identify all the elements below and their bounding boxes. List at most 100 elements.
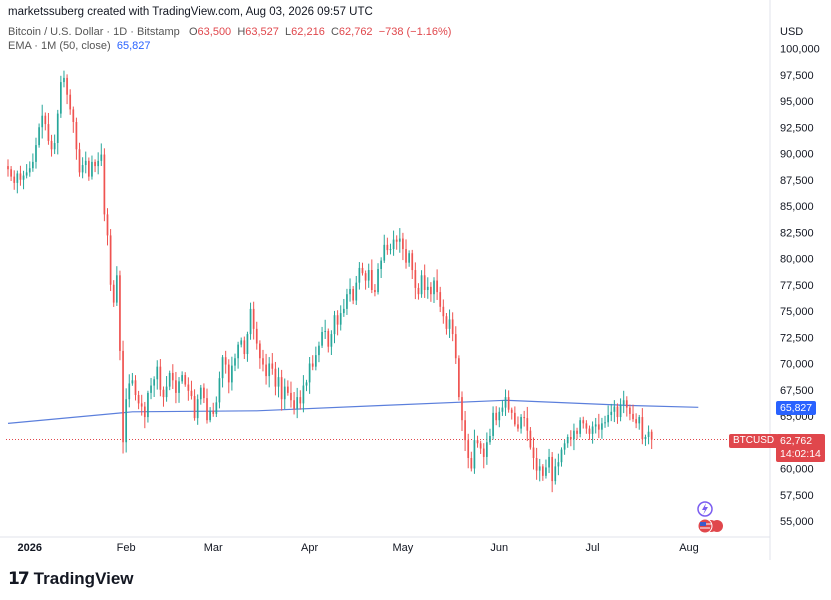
candle-body [573,430,575,440]
candle-body [448,319,451,329]
candle-body [619,404,622,418]
candle-body [613,406,616,412]
candle-body [647,431,650,437]
candle-body [604,422,606,424]
ema-legend: EMA · 1M (50, close) 65,827 [8,40,150,52]
candle-body [84,160,87,166]
candle-body [392,239,395,250]
price-tick-label: 72,500 [780,332,814,344]
candle-body [597,424,600,430]
candle-body [361,267,364,274]
candle-body [38,127,40,146]
last-price-value: 62,762 [780,435,813,447]
tradingview-logo[interactable]: 17 TradingView [8,568,134,590]
price-tick-label: 95,000 [780,96,814,108]
currency-label: USD [780,26,804,38]
candle-body [119,275,121,351]
time-tick-label: 2026 [18,542,42,554]
candle-body [548,456,550,468]
candle-body [650,431,653,440]
candle-body [305,382,308,386]
candle-body [143,406,146,418]
candle-body [454,334,457,359]
candle-body [162,389,165,398]
candle-body [563,443,566,450]
candle-body [175,380,177,393]
candle-body [318,345,320,356]
candle-body [153,379,156,386]
time-tick-label: Aug [679,542,699,554]
candle-body [227,364,230,383]
candle-body [66,77,68,95]
ohlc-high: H63,527 [237,26,279,38]
candle-body [591,426,594,434]
candle-body [607,414,609,423]
candle-body [137,395,140,404]
candle-body [56,113,59,143]
price-tick-label: 60,000 [780,464,814,476]
candle-body [140,403,143,407]
candle-body [405,249,407,263]
candle-body [358,267,361,283]
candle-body [417,287,420,295]
candle-body [221,357,224,379]
candle-body [311,363,314,367]
candle-body [32,161,34,169]
candle-body [635,419,637,424]
candle-body [330,334,333,347]
candle-body [342,308,345,314]
candle-body [218,378,221,403]
candle-body [526,418,529,431]
event-icons[interactable] [693,498,733,538]
price-tick-label: 70,000 [780,359,814,371]
candle-body [610,411,613,415]
candles [7,70,653,493]
candle-body [426,286,429,290]
candle-body [268,363,271,377]
candle-body [262,358,264,365]
time-tick-label: Feb [117,542,136,554]
candle-body [377,269,379,293]
candle-body [22,175,25,180]
candle-body [451,319,454,335]
candle-body [501,407,504,412]
candle-body [100,154,103,161]
candle-body [193,396,196,419]
candle-body [75,122,78,150]
candle-body [150,385,152,393]
candle-body [94,161,96,167]
candle-body [156,366,159,380]
candle-body [498,411,501,421]
candle-body [122,350,124,443]
candle-body [551,456,554,482]
us-flag-icon[interactable] [697,518,723,534]
candle-body [147,392,149,418]
candle-body [44,115,47,125]
candle-body [69,94,72,110]
candle-body [274,368,277,387]
candle-body [482,448,485,457]
lightning-icon[interactable] [697,501,713,517]
candle-body [224,357,227,365]
candle-body [249,308,252,335]
candle-body [346,294,348,309]
candle-body [588,428,591,434]
candle-body [327,330,330,347]
candle-body [159,366,162,390]
candle-body [529,430,532,448]
candle-body [280,377,283,400]
candle-body [355,282,358,301]
candle-body [196,399,199,419]
last-price-tag: 62,762 14:02:14 [776,434,825,462]
candle-body [520,417,522,429]
price-tick-label: 87,500 [780,175,814,187]
candle-body [461,397,463,421]
candle-body [349,288,351,295]
candle-body [566,437,569,444]
candle-body [439,292,442,307]
candle-body [479,443,482,449]
candle-body [190,390,193,397]
candle-body [398,238,401,242]
candle-body [374,290,376,293]
